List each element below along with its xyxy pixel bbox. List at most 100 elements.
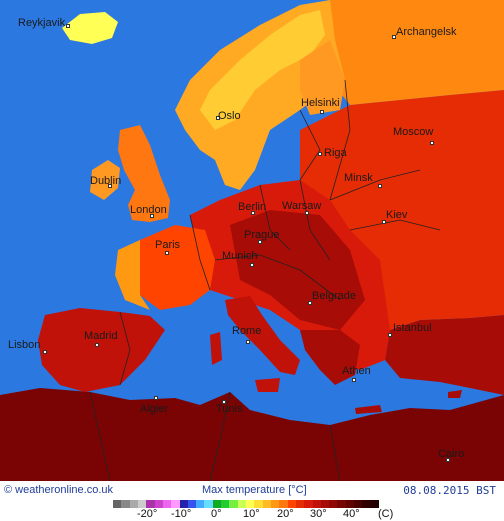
sicily — [255, 378, 280, 392]
scale-swatch — [295, 500, 305, 508]
city-dot-minsk — [378, 184, 382, 188]
city-label-minsk: Minsk — [344, 172, 373, 184]
city-dot-kiev — [382, 220, 386, 224]
city-label-warsaw: Warsaw — [282, 200, 322, 212]
scale-swatch — [146, 500, 155, 508]
city-dot-archangelsk — [392, 35, 396, 39]
scale-tick-minus10: -10° — [171, 508, 192, 520]
city-label-paris: Paris — [155, 239, 181, 251]
city-dot-athen — [352, 378, 356, 382]
color-scale-bar — [113, 500, 379, 508]
scale-swatch — [179, 500, 188, 508]
city-dot-oslo — [216, 116, 220, 120]
city-label-oslo: Oslo — [218, 110, 241, 122]
city-dot-rome — [246, 340, 250, 344]
city-label-algier: Algier — [140, 403, 169, 415]
france — [128, 225, 215, 310]
great-britain — [118, 125, 170, 222]
central-europe-hot — [230, 210, 365, 330]
city-dot-reykjavik — [66, 24, 70, 28]
scale-swatch — [221, 500, 230, 508]
crete — [355, 405, 382, 414]
city-dot-moscow — [430, 141, 434, 145]
scale-tick-30: 30° — [310, 508, 327, 520]
date-label: 08.08.2015 BST — [403, 484, 496, 497]
france-west — [115, 240, 150, 310]
scale-unit-label: (C) — [378, 508, 394, 520]
scale-swatch — [196, 500, 205, 508]
city-dot-helsinki — [320, 110, 324, 114]
city-dot-belgrade — [308, 301, 312, 305]
city-label-lisbon: Lisbon — [8, 339, 41, 351]
city-dot-munich — [250, 263, 254, 267]
scale-swatch — [187, 500, 197, 508]
sardinia — [210, 332, 222, 365]
cyprus — [448, 390, 462, 398]
scale-swatch — [162, 500, 172, 508]
finland — [300, 40, 345, 115]
iberia — [38, 308, 165, 392]
city-label-munich: Munich — [222, 250, 258, 262]
scale-swatch — [304, 500, 313, 508]
scale-tick-0: 0° — [211, 508, 222, 520]
scale-swatch — [362, 500, 371, 508]
city-label-riga: Riga — [324, 147, 347, 159]
city-label-prague: Prague — [244, 229, 280, 241]
scale-tick-40: 40° — [343, 508, 360, 520]
scale-swatch — [270, 500, 280, 508]
scale-swatch — [345, 500, 355, 508]
scale-tick-minus20: -20° — [137, 508, 158, 520]
greece — [300, 330, 360, 385]
city-label-archangelsk: Archangelsk — [396, 26, 457, 38]
city-dot-istanbul — [388, 333, 392, 337]
city-dot-algier — [154, 396, 158, 400]
scale-swatch — [121, 500, 130, 508]
italy — [225, 296, 300, 375]
scale-swatch — [204, 500, 213, 508]
scale-swatch — [229, 500, 238, 508]
city-dot-madrid — [95, 343, 99, 347]
iceland — [62, 12, 118, 44]
city-label-reykjavik: Reykjavik — [18, 17, 66, 29]
city-dot-lisbon — [43, 350, 47, 354]
city-dot-prague — [258, 240, 262, 244]
scandinavia-north — [200, 10, 325, 130]
city-label-tunis: Tunis — [216, 403, 243, 415]
temperature-map[interactable]: Reykjavik Archangelsk Oslo Helsinki Mosc… — [0, 0, 504, 481]
scale-swatch — [212, 500, 222, 508]
scale-swatch — [113, 500, 122, 508]
scale-tick-20: 20° — [277, 508, 294, 520]
city-label-dublin: Dublin — [90, 175, 122, 187]
scale-swatch — [329, 500, 338, 508]
russia-north — [330, 0, 504, 105]
city-label-helsinki: Helsinki — [301, 97, 340, 109]
city-dot-warsaw — [305, 211, 309, 215]
scale-swatch — [337, 500, 346, 508]
scale-swatch — [137, 500, 147, 508]
city-dot-paris — [165, 251, 169, 255]
city-dot-riga — [318, 152, 322, 156]
city-dot-berlin — [251, 211, 255, 215]
scale-swatch — [129, 500, 138, 508]
turkey — [385, 315, 504, 395]
scale-swatch — [287, 500, 296, 508]
city-label-kiev: Kiev — [386, 209, 408, 221]
scale-swatch — [279, 500, 288, 508]
scale-swatch — [354, 500, 363, 508]
map-footer: © weatheronline.co.uk Max temperature [°… — [0, 481, 504, 521]
scale-swatch — [254, 500, 263, 508]
product-title: Max temperature [°C] — [202, 484, 307, 496]
city-label-athen: Athen — [342, 365, 371, 377]
scale-swatch — [312, 500, 321, 508]
scale-tick-10: 10° — [243, 508, 260, 520]
city-label-belgrade: Belgrade — [312, 290, 357, 302]
city-label-rome: Rome — [232, 325, 262, 337]
city-label-istanbul: Istanbul — [393, 322, 432, 334]
credit-link[interactable]: © weatheronline.co.uk — [4, 484, 114, 496]
city-label-moscow: Moscow — [393, 126, 434, 138]
scale-swatch — [262, 500, 271, 508]
city-label-london: London — [130, 204, 167, 216]
map-canvas — [0, 0, 504, 481]
scale-swatch — [154, 500, 163, 508]
scale-swatch — [246, 500, 255, 508]
